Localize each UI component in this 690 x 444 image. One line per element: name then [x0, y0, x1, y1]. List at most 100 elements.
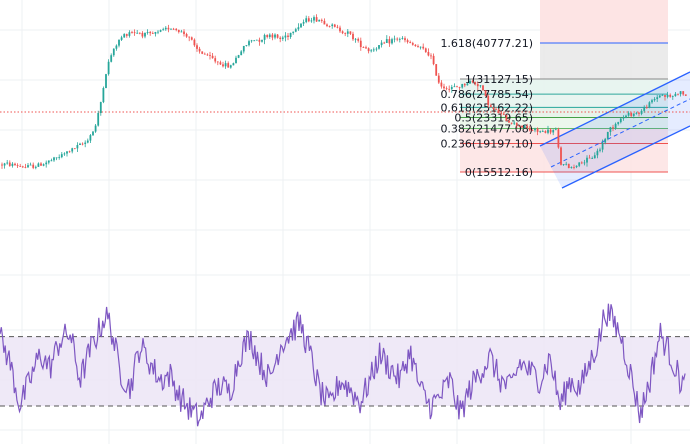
candle[interactable]: [307, 16, 310, 23]
candle[interactable]: [547, 125, 549, 135]
candle[interactable]: [110, 53, 113, 63]
candle[interactable]: [521, 125, 523, 128]
candle[interactable]: [476, 81, 479, 91]
candle[interactable]: [669, 93, 672, 98]
candle[interactable]: [352, 31, 354, 41]
candle[interactable]: [552, 129, 555, 136]
candle[interactable]: [482, 85, 484, 91]
candle[interactable]: [190, 36, 193, 41]
candle[interactable]: [24, 163, 27, 169]
candle[interactable]: [203, 52, 206, 55]
candle[interactable]: [40, 162, 42, 166]
candle[interactable]: [315, 14, 318, 23]
candle[interactable]: [445, 86, 448, 91]
candle[interactable]: [253, 39, 256, 42]
candle[interactable]: [245, 45, 248, 47]
candle[interactable]: [526, 123, 529, 129]
fib-zone[interactable]: [460, 117, 668, 129]
candle[interactable]: [131, 30, 133, 34]
candle[interactable]: [515, 122, 518, 129]
candle[interactable]: [534, 127, 536, 133]
candle[interactable]: [666, 91, 669, 99]
candle[interactable]: [414, 44, 417, 47]
candle[interactable]: [362, 46, 365, 48]
candle[interactable]: [565, 161, 568, 166]
candle[interactable]: [380, 40, 383, 48]
candle[interactable]: [570, 166, 573, 169]
candle[interactable]: [81, 142, 84, 146]
candle[interactable]: [6, 159, 9, 165]
candle[interactable]: [419, 46, 422, 50]
candle[interactable]: [268, 33, 271, 39]
candle[interactable]: [240, 50, 243, 56]
candle[interactable]: [60, 152, 63, 159]
candle[interactable]: [354, 37, 357, 43]
candle[interactable]: [86, 138, 89, 144]
candle[interactable]: [443, 83, 445, 91]
candle[interactable]: [120, 35, 123, 42]
candle[interactable]: [185, 32, 188, 38]
candle[interactable]: [89, 134, 92, 144]
candle[interactable]: [248, 39, 250, 47]
candle[interactable]: [302, 19, 305, 27]
candle[interactable]: [424, 47, 427, 54]
candle[interactable]: [266, 34, 269, 39]
candle[interactable]: [68, 150, 71, 153]
candle[interactable]: [255, 39, 258, 41]
candle[interactable]: [141, 31, 144, 39]
candle[interactable]: [398, 37, 401, 43]
candle[interactable]: [47, 160, 50, 165]
candle[interactable]: [458, 86, 461, 90]
candle[interactable]: [313, 15, 315, 24]
candle[interactable]: [310, 17, 313, 23]
candle[interactable]: [209, 51, 211, 60]
candle[interactable]: [674, 92, 677, 97]
fib-zone[interactable]: [460, 94, 668, 108]
candle[interactable]: [344, 32, 347, 37]
candle[interactable]: [396, 37, 399, 42]
candle[interactable]: [437, 73, 440, 85]
candle[interactable]: [661, 94, 664, 96]
candle[interactable]: [578, 162, 581, 168]
candle[interactable]: [435, 63, 438, 76]
candle[interactable]: [427, 48, 430, 57]
candle[interactable]: [450, 84, 453, 93]
candle[interactable]: [573, 164, 575, 170]
fib-zone[interactable]: [460, 128, 668, 144]
candle[interactable]: [125, 33, 128, 38]
fib-zone-extension[interactable]: [540, 0, 668, 43]
candle[interactable]: [411, 41, 414, 46]
candle[interactable]: [63, 152, 66, 156]
candle[interactable]: [619, 117, 622, 124]
candle[interactable]: [328, 25, 331, 28]
candle[interactable]: [84, 140, 87, 148]
candle[interactable]: [682, 91, 685, 96]
candle[interactable]: [640, 109, 643, 116]
candle[interactable]: [300, 23, 302, 29]
candle[interactable]: [216, 61, 219, 66]
candle[interactable]: [201, 51, 204, 55]
candle[interactable]: [591, 156, 594, 159]
candle[interactable]: [406, 38, 409, 44]
candle[interactable]: [453, 83, 456, 88]
candle[interactable]: [671, 95, 674, 100]
candle[interactable]: [448, 85, 451, 93]
candle[interactable]: [19, 163, 22, 167]
channel-upper-line[interactable]: [539, 71, 690, 147]
candle[interactable]: [128, 30, 131, 38]
candle[interactable]: [92, 131, 94, 136]
candle[interactable]: [684, 94, 687, 97]
candle[interactable]: [224, 60, 227, 69]
candle[interactable]: [1, 162, 3, 169]
candle[interactable]: [430, 53, 432, 60]
candle[interactable]: [97, 110, 100, 127]
candle[interactable]: [261, 39, 263, 43]
candle[interactable]: [136, 29, 139, 34]
candle[interactable]: [242, 45, 245, 54]
candle[interactable]: [554, 127, 557, 131]
candle[interactable]: [227, 61, 230, 68]
candle[interactable]: [219, 60, 222, 66]
candle[interactable]: [281, 35, 284, 41]
candle[interactable]: [630, 112, 633, 118]
